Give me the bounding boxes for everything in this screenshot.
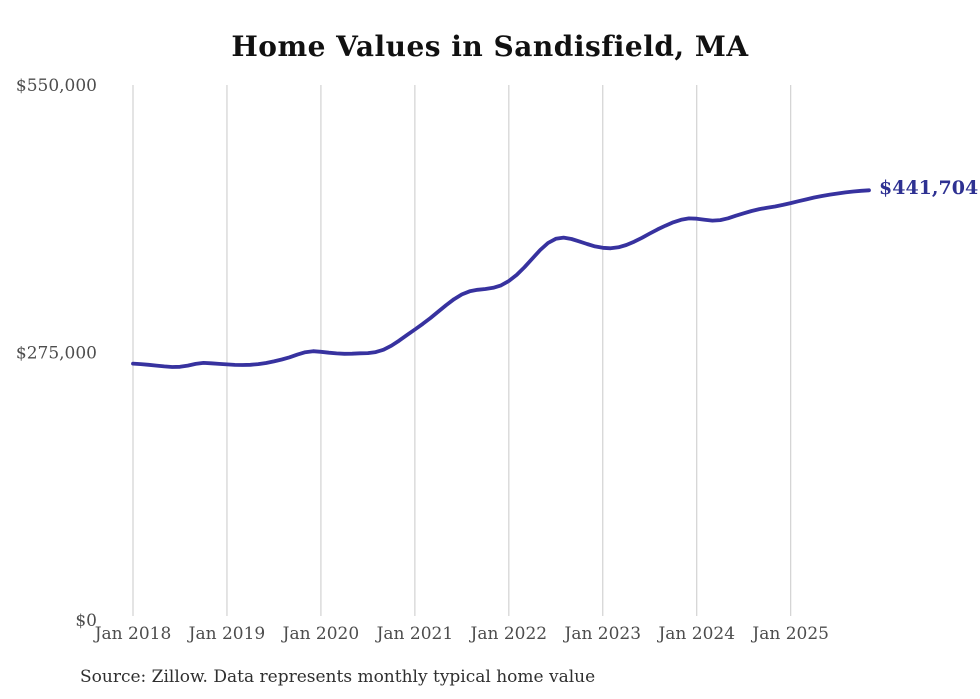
x-axis-label: Jan 2019 (187, 624, 266, 644)
source-note: Source: Zillow. Data represents monthly … (80, 667, 596, 687)
y-axis-label: $0 (75, 611, 97, 631)
x-axis-label: Jan 2023 (563, 624, 642, 644)
x-axis-label: Jan 2020 (281, 624, 360, 644)
x-axis-label: Jan 2021 (375, 624, 454, 644)
chart-title: Home Values in Sandisfield, MA (231, 30, 749, 63)
x-axis-label: Jan 2025 (750, 624, 829, 644)
latest-value-label: $441,704 (879, 177, 979, 200)
x-axis-label: Jan 2024 (656, 624, 735, 644)
home-value-line (131, 188, 871, 369)
y-axis-label: $275,000 (16, 344, 97, 364)
x-axis-label: Jan 2022 (469, 624, 548, 644)
y-axis-label: $550,000 (16, 76, 97, 96)
x-axis-label: Jan 2018 (93, 624, 172, 644)
